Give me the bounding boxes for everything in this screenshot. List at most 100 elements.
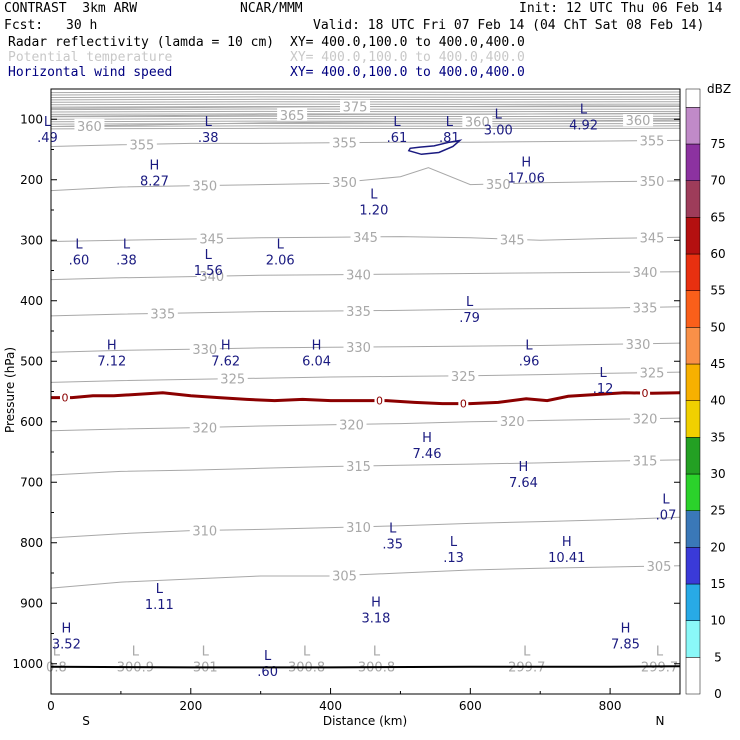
- colorbar-swatch-0: [685, 657, 701, 695]
- theta-label-345: 345: [199, 233, 224, 248]
- colorbar-swatch-75: [685, 107, 701, 145]
- theta-bottom-label: 299.7: [641, 661, 678, 676]
- wind-extremum-value: 3.00: [484, 123, 513, 138]
- wind-extremum-type: H: [422, 431, 432, 446]
- theta-label-320: 320: [500, 415, 525, 430]
- colorbar-level-label: 15: [710, 577, 725, 591]
- wind-extremum-value: 1.20: [359, 204, 388, 219]
- colorbar-swatch-35: [685, 400, 701, 438]
- colorbar-level-label: 20: [710, 540, 725, 554]
- colorbar-swatch-10: [685, 583, 701, 621]
- wind-extremum-value: .60: [257, 665, 278, 680]
- wind-extremum-type: L: [44, 115, 52, 130]
- theta-label-bg: [340, 99, 371, 113]
- wind-extremum-value: .79: [459, 311, 480, 326]
- theta-label-bg: [196, 269, 227, 283]
- y-tick-label: 400: [20, 294, 43, 308]
- colorbar-swatch-55: [685, 253, 701, 291]
- wind-speed-contour: [407, 139, 463, 156]
- theta-label-bg: [189, 523, 220, 537]
- theta-label-350: 350: [332, 176, 357, 191]
- theta-bottom-label: 300.9: [117, 661, 154, 676]
- wind-extremum-value: .13: [443, 551, 464, 566]
- colorbar-level-label: 25: [710, 504, 725, 518]
- wind-extremum-value: 1.11: [145, 598, 174, 613]
- header-fcst-value: 30 h: [66, 18, 98, 33]
- header-field2-name: Potential temperature: [8, 50, 173, 65]
- header-field3-name: Horizontal wind speed: [8, 65, 173, 80]
- theta-label-bg: [189, 178, 220, 192]
- x-end-label-left: S: [82, 714, 90, 728]
- y-tick-label: 700: [20, 475, 43, 489]
- x-tick-label: 400: [319, 699, 342, 713]
- theta-label-345: 345: [353, 231, 378, 246]
- theta-label-bg: [623, 113, 654, 127]
- colorbar-level-label: 5: [714, 650, 722, 664]
- theta-label-bg: [630, 300, 661, 314]
- theta-bottom-low-marker: L: [373, 645, 381, 660]
- wind-extremum-type: H: [150, 159, 160, 174]
- colorbar-level-label: 0: [714, 687, 722, 701]
- colorbar-level-label: 30: [710, 467, 725, 481]
- theta-bottom-label: 299.7: [508, 661, 545, 676]
- wind-extremum-value: 4.92: [569, 118, 598, 133]
- theta-label-bg: [637, 230, 668, 244]
- wind-extremum-value: 7.12: [97, 354, 126, 369]
- theta-label-bg: [497, 232, 528, 246]
- wind-extremum-type: H: [521, 156, 531, 171]
- wind-extremum-type: L: [662, 493, 670, 508]
- theta-label-bg: [343, 459, 374, 473]
- freezing-label-bg: [59, 391, 70, 404]
- theta-label-365: 365: [280, 109, 305, 124]
- wind-extremum-type: L: [389, 522, 397, 537]
- theta-label-335: 335: [150, 307, 175, 322]
- header-center: NCAR/MMM: [240, 1, 303, 16]
- wind-extremum-value: 7.85: [611, 638, 640, 653]
- theta-contour-350: [50, 167, 681, 192]
- wind-extremum-type: H: [621, 622, 631, 637]
- x-tick-label: 600: [459, 699, 482, 713]
- theta-label-310: 310: [192, 524, 217, 539]
- wind-extremum-type: L: [205, 248, 213, 263]
- header-model: CONTRAST 3km ARW: [4, 1, 138, 16]
- theta-bottom-low-marker: L: [132, 645, 140, 660]
- wind-extremum-value: .12: [593, 382, 614, 397]
- theta-dense-line: [50, 93, 681, 96]
- theta-label-bg: [630, 411, 661, 425]
- freezing-level-label: 0: [642, 387, 649, 400]
- wind-extremum-type: H: [562, 535, 572, 550]
- theta-label-330: 330: [192, 343, 217, 358]
- wind-extremum-type: L: [599, 366, 607, 381]
- y-tick-label: 500: [20, 354, 43, 368]
- theta-label-bg: [277, 107, 308, 121]
- theta-dense-line: [50, 118, 681, 120]
- theta-label-bg: [189, 420, 220, 434]
- theta-label-320: 320: [633, 413, 658, 428]
- colorbar-swatch-65: [685, 180, 701, 218]
- wind-extremum-type: L: [123, 237, 131, 252]
- theta-contour-365: [50, 112, 681, 117]
- freezing-level-label: 0: [376, 395, 383, 408]
- theta-label-305: 305: [332, 569, 357, 584]
- theta-label-355: 355: [332, 137, 357, 152]
- theta-label-350: 350: [192, 180, 217, 195]
- freezing-level-label: 0: [61, 392, 68, 405]
- y-tick-label: 200: [20, 173, 43, 187]
- wind-extremum-type: L: [525, 338, 533, 353]
- theta-label-bg: [637, 133, 668, 147]
- theta-label-340: 340: [633, 266, 658, 281]
- theta-label-bg: [189, 341, 220, 355]
- wind-extremum-value: .61: [387, 131, 408, 146]
- colorbar-level-label: 60: [710, 247, 725, 261]
- theta-label-350: 350: [486, 178, 511, 193]
- theta-label-bg: [74, 118, 105, 132]
- colorbar-swatch-45: [685, 327, 701, 365]
- theta-label-bg: [497, 414, 528, 428]
- theta-label-bg: [343, 267, 374, 281]
- theta-label-335: 335: [633, 301, 658, 316]
- wind-extremum-type: H: [221, 338, 231, 353]
- freezing-label-bg: [458, 397, 469, 410]
- theta-label-bg: [343, 340, 374, 354]
- theta-bottom-low-marker: L: [53, 645, 61, 660]
